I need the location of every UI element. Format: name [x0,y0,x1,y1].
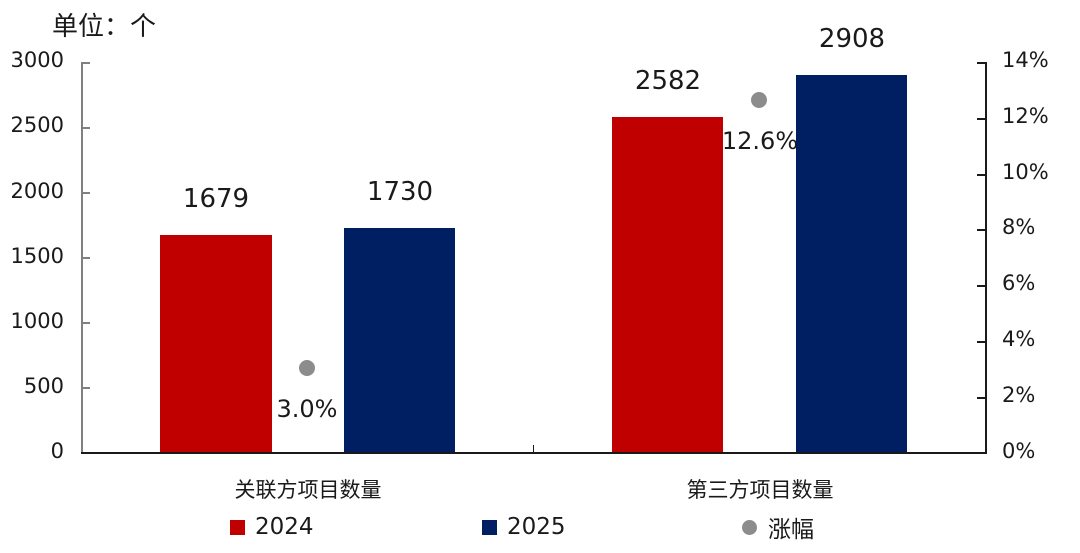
right-tick-10: 10% [1002,160,1049,184]
left-tick-0: 0 [50,439,64,463]
left-axis-tick [81,322,90,324]
legend-item-growth: 涨幅 [742,512,814,543]
right-tick-6: 6% [1002,271,1036,295]
left-tick-2500: 2500 [10,113,64,137]
bar-label-1679: 1679 [182,184,250,214]
right-tick-2: 2% [1002,383,1036,407]
bar-2025-related [344,228,455,453]
left-tick-2000: 2000 [10,179,64,203]
growth-dot-third-party [751,92,767,108]
right-y-axis [985,62,987,454]
left-tick-1000: 1000 [10,309,64,333]
right-axis-tick [977,118,986,120]
unit-label: 单位：个 [52,12,157,42]
bar-label-2582: 2582 [634,66,702,96]
legend-swatch-red [230,519,245,535]
legend-item-2024: 2024 [230,512,314,542]
right-tick-14: 14% [1002,48,1049,72]
right-axis-tick [977,341,986,343]
left-axis-tick [81,257,90,259]
bar-label-1730: 1730 [366,177,434,207]
left-tick-500: 500 [23,374,64,398]
bar-label-2908: 2908 [818,24,886,54]
bar-2024-third-party [612,117,723,453]
x-axis-tick [533,445,534,453]
left-tick-3000: 3000 [10,48,64,72]
legend-item-2025: 2025 [482,512,566,542]
right-axis-tick [977,285,986,287]
right-axis-tick [977,62,986,64]
legend-label-growth: 涨幅 [768,517,814,543]
right-axis-tick [977,174,986,176]
left-tick-1500: 1500 [10,244,64,268]
legend-swatch-navy [482,519,497,535]
left-axis-tick [81,62,90,64]
right-tick-0: 0% [1002,439,1036,463]
left-axis-tick [81,192,90,194]
left-axis-tick [81,387,90,389]
category-third-party: 第三方项目数量 [686,478,834,502]
legend-label-2024: 2024 [255,514,314,540]
x-axis [81,452,987,454]
right-tick-4: 4% [1002,327,1036,351]
category-related: 关联方项目数量 [234,478,382,502]
left-axis-tick [81,127,90,129]
growth-label-related: 3.0% [276,395,338,423]
right-tick-8: 8% [1002,215,1036,239]
legend-label-2025: 2025 [507,514,566,540]
growth-dot-related [299,360,315,376]
bar-2024-related [160,235,272,453]
growth-label-third-party: 12.6% [721,127,799,155]
right-axis-tick [977,397,986,399]
right-tick-12: 12% [1002,104,1049,128]
legend-dot-icon [742,519,757,535]
right-axis-tick [977,229,986,231]
bar-2025-third-party [796,75,907,453]
